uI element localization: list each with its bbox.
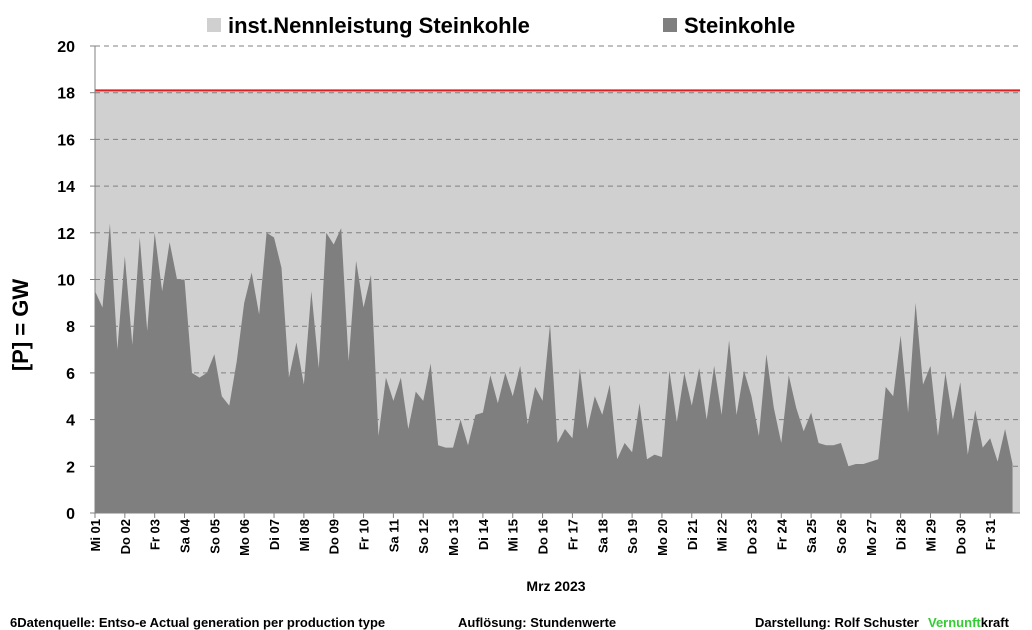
- x-tick-label: Fr 17: [565, 519, 580, 550]
- footer-author: Darstellung: Rolf Schuster: [755, 615, 919, 630]
- x-tick-label: Mo 27: [864, 519, 879, 556]
- legend-label: inst.Nennleistung Steinkohle: [228, 13, 530, 38]
- legend-swatch: [207, 18, 221, 32]
- area: [95, 223, 1013, 513]
- x-tick-label: So 19: [625, 519, 640, 554]
- x-tick-label: So 12: [416, 519, 431, 554]
- legend-label: Steinkohle: [684, 13, 795, 38]
- x-tick-label: So 05: [207, 519, 222, 554]
- x-tick-label: Mi 29: [923, 519, 938, 552]
- x-tick-label: Di 21: [685, 519, 700, 550]
- footer-resolution: Auflösung: Stundenwerte: [458, 615, 616, 630]
- x-tick-label: Mi 08: [297, 519, 312, 552]
- y-axis-label: [P] = GW: [8, 279, 33, 372]
- x-tick-label: Sa 04: [178, 518, 193, 553]
- x-tick-label: Mo 06: [237, 519, 252, 556]
- x-tick-label: So 26: [834, 519, 849, 554]
- y-tick-label: 10: [57, 273, 75, 290]
- x-axis-label: Mrz 2023: [526, 578, 585, 594]
- x-tick-label: Di 07: [267, 519, 282, 550]
- x-tick-label: Mi 22: [715, 519, 730, 552]
- y-tick-label: 6: [66, 366, 75, 383]
- y-tick-label: 12: [57, 226, 75, 243]
- y-tick-label: 8: [66, 319, 75, 336]
- x-tick-label: Do 09: [327, 519, 342, 554]
- x-tick-label: Sa 11: [386, 519, 401, 552]
- x-tick-label: Di 28: [894, 519, 909, 550]
- x-tick-label: Mo 13: [446, 519, 461, 556]
- x-tick-label: Sa 18: [595, 519, 610, 553]
- legend-swatch: [663, 18, 677, 32]
- x-tick-label: Do 30: [953, 519, 968, 554]
- footer-source: 6Datenquelle: Entso-e Actual generation …: [10, 615, 385, 630]
- y-tick-label: 20: [57, 39, 75, 56]
- x-tick-label: Do 23: [744, 519, 759, 554]
- x-tick-label: Fr 03: [148, 519, 163, 550]
- y-tick-label: 2: [66, 459, 75, 476]
- x-tick-label: Sa 25: [804, 519, 819, 553]
- x-tick-label: Do 16: [536, 519, 551, 554]
- footer-brand: Vernunftkraft: [928, 615, 1010, 630]
- x-tick-label: Fr 10: [357, 519, 372, 550]
- y-tick-label: 0: [66, 506, 75, 523]
- y-tick-label: 4: [66, 413, 75, 430]
- x-tick-label: Mo 20: [655, 519, 670, 556]
- x-tick-label: Do 02: [118, 519, 133, 554]
- brand-rest: kraft: [981, 615, 1010, 630]
- y-tick-label: 18: [57, 86, 75, 103]
- x-tick-label: Fr 31: [983, 519, 998, 550]
- x-tick-label: Mi 01: [88, 519, 103, 552]
- y-tick-label: 16: [57, 132, 75, 149]
- brand-green: Vernunft: [928, 615, 981, 630]
- x-tick-label: Mi 15: [506, 519, 521, 552]
- x-tick-label: Di 14: [476, 518, 491, 550]
- y-tick-label: 14: [57, 179, 75, 196]
- x-tick-label: Fr 24: [774, 518, 789, 550]
